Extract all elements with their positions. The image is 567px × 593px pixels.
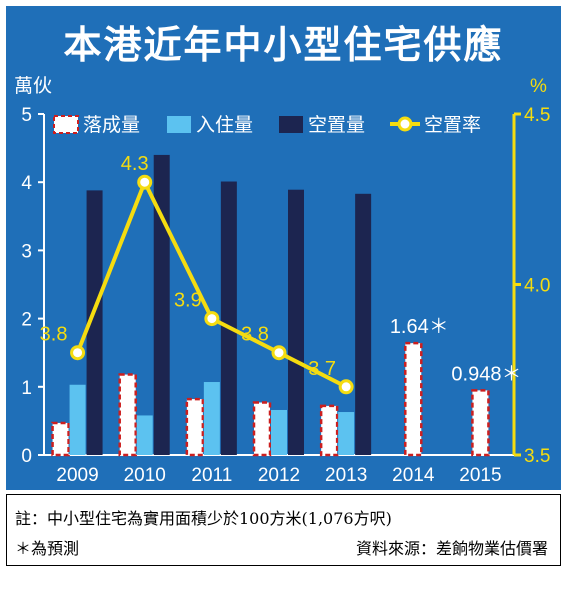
legend-swatch-occupation	[167, 116, 191, 133]
x-tick-label: 2012	[258, 465, 300, 486]
completion-data-label: 1.64＊	[390, 316, 449, 338]
vacancy-rate-point	[204, 311, 220, 327]
y-left-ticks: 0 1 2 3 4 5	[21, 105, 44, 467]
x-tick-label: 2011	[191, 465, 232, 486]
completion-data-label: 0.948＊	[451, 363, 521, 385]
bar-completion	[404, 341, 423, 457]
bar-vacant	[86, 190, 103, 455]
bar-vacant	[355, 193, 372, 455]
vacancy-rate-data-label: 4.3	[121, 153, 149, 175]
chart-svg: 萬伙 % 0 1 2 3 4 5 3.5 4.0 4.5 1.64＊ 0.948＊ 3.8 4.3…	[14, 75, 550, 486]
vacancy-rate-data-label: 3.8	[40, 324, 68, 346]
legend: 落成量 入住量 空置量 空置率	[53, 114, 481, 136]
legend-swatch-vacant	[279, 116, 303, 133]
y-right-tick-label: 3.5	[524, 446, 550, 467]
bars-group: 1.64＊ 0.948＊	[51, 154, 521, 457]
y-left-tick-label: 0	[21, 446, 32, 467]
vacancy-rate-data-label: 3.9	[174, 290, 202, 312]
legend-label-vacant: 空置量	[308, 114, 365, 136]
y-left-tick-label: 1	[21, 378, 32, 399]
bar-occupation	[338, 412, 355, 455]
note-source: 資料來源：差餉物業估價署	[355, 539, 548, 558]
chart-title: 本港近年中小型住宅供應	[63, 22, 504, 67]
bar-occupation	[69, 384, 86, 455]
vacancy-rate-point	[338, 379, 354, 395]
bar-vacant	[288, 189, 304, 455]
vacancy-rate-point	[137, 174, 153, 190]
x-tick-label: 2010	[124, 465, 166, 486]
bar-vacant	[153, 154, 170, 456]
notes-box: 註：中小型住宅為實用面積少於100方米(1,076方呎) ＊為預測 資料來源：差…	[6, 494, 561, 566]
legend-swatch-completion	[53, 115, 79, 134]
y-left-tick-label: 2	[21, 310, 32, 331]
bar-occupation	[136, 415, 153, 455]
y-left-tick-label: 5	[21, 105, 32, 126]
x-tick-label: 2013	[325, 465, 367, 486]
x-tick-label: 2015	[459, 465, 501, 486]
bar-completion	[252, 401, 272, 457]
vacancy-rate-point	[271, 345, 287, 361]
bar-completion	[51, 421, 70, 457]
bar-vacant	[220, 181, 237, 455]
bar-occupation	[271, 409, 287, 455]
y-left-tick-label: 3	[21, 241, 32, 262]
y-right-unit-label: %	[530, 76, 547, 97]
bar-completion	[319, 404, 339, 457]
y-right-ticks: 3.5 4.0 4.5	[514, 105, 550, 467]
x-tick-labels: 2009 2010 2011 2012 2013 2014 2015	[56, 465, 501, 486]
vacancy-rate-data-label: 3.8	[241, 324, 269, 346]
x-tick-label: 2014	[392, 465, 435, 486]
legend-swatch-vacancy-rate-marker	[397, 116, 413, 132]
vacancy-rate-data-label: 3.7	[308, 358, 336, 380]
legend-label-occupation: 入住量	[196, 114, 253, 136]
vacancy-rate-line-group: 3.8 4.3 3.9 3.8 3.7	[40, 153, 354, 395]
y-right-tick-label: 4.0	[524, 276, 550, 297]
legend-label-completion: 落成量	[83, 114, 140, 136]
x-tick-label: 2009	[56, 465, 98, 486]
bar-completion	[471, 389, 490, 457]
y-left-unit-label: 萬伙	[14, 75, 52, 97]
legend-label-vacancy-rate: 空置率	[424, 114, 481, 136]
vacancy-rate-line	[75, 180, 348, 389]
bar-occupation	[203, 382, 220, 455]
y-right-tick-label: 4.5	[524, 105, 550, 126]
bar-completion	[185, 397, 205, 457]
note-forecast: ＊為預測	[15, 539, 80, 558]
vacancy-rate-point	[70, 345, 86, 361]
y-left-tick-label: 4	[21, 173, 32, 194]
bar-completion	[118, 373, 137, 457]
note-definition: 註：中小型住宅為實用面積少於100方米(1,076方呎)	[15, 509, 392, 528]
